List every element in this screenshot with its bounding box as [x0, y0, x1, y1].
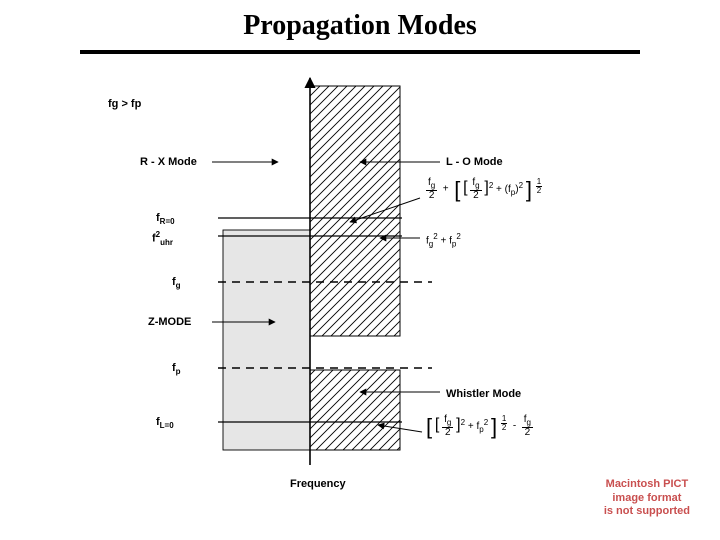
- pict-watermark: Macintosh PICT image format is not suppo…: [604, 478, 690, 518]
- axis-label: Frequency: [290, 478, 346, 490]
- diagram-svg: [120, 70, 620, 510]
- watermark-line3: is not supported: [604, 505, 690, 517]
- label-fp: fp: [172, 362, 181, 376]
- formula-lower: [ [ fg 2 ]2 + fp2 ] 1 2 - fg 2: [426, 415, 533, 438]
- label-fuhr: f2uhr: [152, 230, 173, 247]
- watermark-line2: image format: [612, 492, 681, 504]
- label-rx-mode: R - X Mode: [140, 156, 197, 168]
- label-fL0: fL=0: [156, 416, 174, 430]
- diagram: fg > fp R - X Mode fR=0 f2uhr fg Z-MODE …: [120, 70, 620, 510]
- label-lo-mode: L - O Mode: [446, 156, 503, 168]
- watermark-line1: Macintosh PICT: [606, 478, 689, 490]
- label-fR0: fR=0: [156, 212, 175, 226]
- formula-upper: fg 2 + [ [ fg 2 ]2 + (fp)2 ] 1 2: [426, 178, 542, 201]
- label-zmode: Z-MODE: [148, 316, 191, 328]
- formula-middle: fg2 + fp2: [426, 232, 461, 248]
- title-underline: [80, 50, 640, 54]
- label-condition: fg > fp: [108, 98, 141, 110]
- label-fg: fg: [172, 276, 181, 290]
- page-title: Propagation Modes: [0, 0, 720, 42]
- label-whistler: Whistler Mode: [446, 388, 521, 400]
